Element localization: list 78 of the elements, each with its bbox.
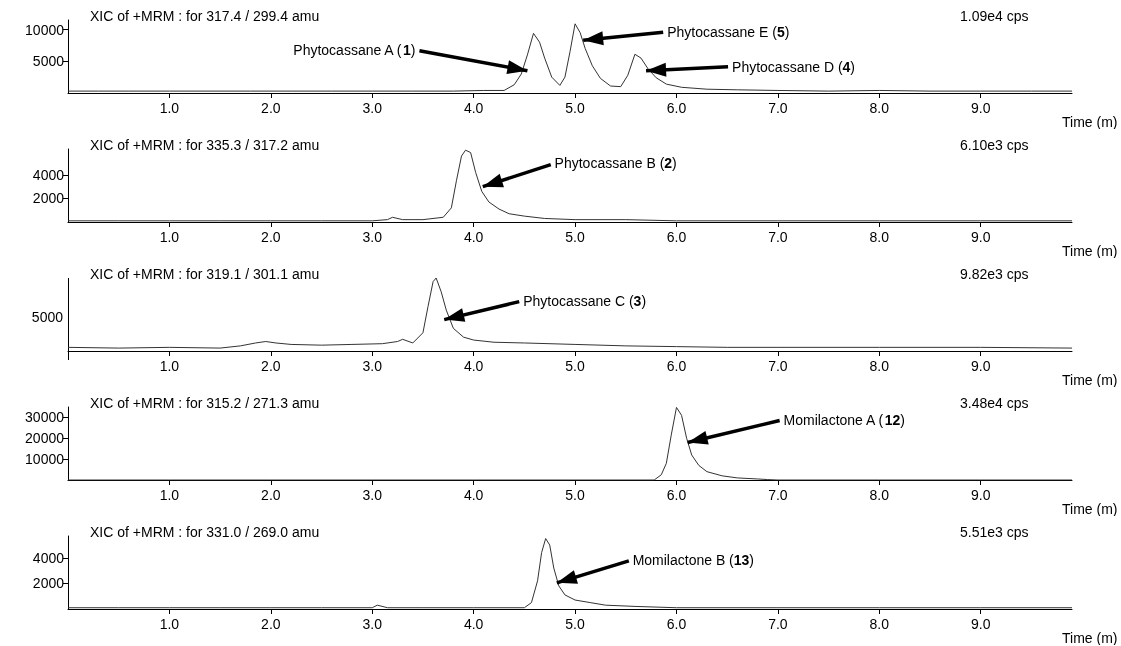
y-tick-label: 4000 <box>32 549 65 566</box>
x-tick-label: 4.0 <box>463 100 484 116</box>
x-axis-title: Time (m) <box>1062 372 1118 388</box>
x-tick-label: 6.0 <box>666 616 687 632</box>
x-tick-label: 1.0 <box>159 616 180 632</box>
annotation: Phytocassane E (5) <box>667 23 790 40</box>
x-tick-label: 7.0 <box>768 487 788 503</box>
x-tick-label: 2.0 <box>261 487 281 503</box>
y-tick-label: 30000 <box>25 409 65 426</box>
annotation: Momilactone B (13) <box>632 551 755 568</box>
chart-subtitle: 6.10e3 cps <box>960 137 1029 153</box>
x-tick-label: 8.0 <box>869 616 890 632</box>
x-tick-label: 9.0 <box>970 616 991 632</box>
x-tick-label: 8.0 <box>869 229 890 245</box>
x-tick-label: 9.0 <box>970 358 991 374</box>
x-tick-label: 3.0 <box>362 487 383 503</box>
x-tick-label: 3.0 <box>362 616 383 632</box>
x-tick-label: 3.0 <box>362 358 383 374</box>
x-tick-label: 5.0 <box>565 100 586 116</box>
y-tick-label: 10000 <box>25 451 65 468</box>
x-tick-label: 8.0 <box>869 358 890 374</box>
x-tick-label: 1.0 <box>159 358 180 374</box>
y-tick-label: 5000 <box>32 53 65 70</box>
x-tick-label: 9.0 <box>970 100 991 116</box>
y-tick-label: 20000 <box>25 430 65 447</box>
chart-title: XIC of +MRM : for 335.3 / 317.2 amu <box>90 137 320 153</box>
x-tick-label: 6.0 <box>666 487 687 503</box>
x-axis-title: Time (m) <box>1062 114 1118 130</box>
x-tick-label: 6.0 <box>666 358 687 374</box>
x-tick-label: 5.0 <box>565 358 586 374</box>
chart-title: XIC of +MRM : for 315.2 / 271.3 amu <box>90 395 320 411</box>
x-tick-label: 8.0 <box>869 100 890 116</box>
chart-subtitle: 3.48e4 cps <box>960 395 1029 411</box>
x-tick-label: 7.0 <box>768 616 788 632</box>
annotation: Momilactone A (12) <box>783 411 905 428</box>
annotation: Phytocassane C (3) <box>523 292 647 309</box>
annotation: Phytocassane D (4) <box>732 58 856 75</box>
x-tick-label: 2.0 <box>261 100 281 116</box>
annotation: Phytocassane A (1) <box>293 42 416 59</box>
x-tick-label: 2.0 <box>261 616 281 632</box>
x-tick-label: 7.0 <box>768 358 788 374</box>
x-tick-label: 1.0 <box>159 229 180 245</box>
x-tick-label: 3.0 <box>362 100 383 116</box>
chart-title: XIC of +MRM : for 319.1 / 301.1 amu <box>90 266 320 282</box>
x-tick-label: 5.0 <box>565 229 586 245</box>
x-tick-label: 5.0 <box>565 616 586 632</box>
y-tick-label: 4000 <box>32 166 65 183</box>
chart-subtitle: 1.09e4 cps <box>960 8 1029 24</box>
line-series <box>67 538 1073 609</box>
x-tick-label: 4.0 <box>463 487 484 503</box>
x-tick-label: 1.0 <box>159 100 180 116</box>
x-axis-title: Time (m) <box>1062 501 1118 517</box>
x-tick-label: 7.0 <box>768 100 788 116</box>
line-series <box>67 23 1073 92</box>
annotation: Phytocassane B (2) <box>554 155 677 172</box>
x-axis-title: Time (m) <box>1062 243 1118 259</box>
x-tick-label: 9.0 <box>970 487 991 503</box>
x-tick-label: 2.0 <box>261 229 281 245</box>
y-tick-label: 2000 <box>32 190 65 207</box>
x-tick-label: 2.0 <box>261 358 281 374</box>
x-tick-label: 1.0 <box>159 487 180 503</box>
y-tick-label: 2000 <box>32 575 65 592</box>
chart-subtitle: 9.82e3 cps <box>960 266 1029 282</box>
chart-title: XIC of +MRM : for 317.4 / 299.4 amu <box>90 8 320 24</box>
x-tick-label: 5.0 <box>565 487 586 503</box>
x-axis-title: Time (m) <box>1062 630 1118 646</box>
x-tick-label: 9.0 <box>970 229 991 245</box>
x-tick-label: 6.0 <box>666 229 687 245</box>
x-tick-label: 4.0 <box>463 229 484 245</box>
x-tick-label: 7.0 <box>768 229 788 245</box>
x-tick-label: 8.0 <box>869 487 890 503</box>
chart-subtitle: 5.51e3 cps <box>960 524 1029 540</box>
x-tick-label: 3.0 <box>362 229 383 245</box>
x-tick-label: 6.0 <box>666 100 687 116</box>
x-tick-label: 4.0 <box>463 358 484 374</box>
chart-title: XIC of +MRM : for 331.0 / 269.0 amu <box>90 524 320 540</box>
y-tick-label: 10000 <box>25 21 65 38</box>
x-tick-label: 4.0 <box>463 616 484 632</box>
